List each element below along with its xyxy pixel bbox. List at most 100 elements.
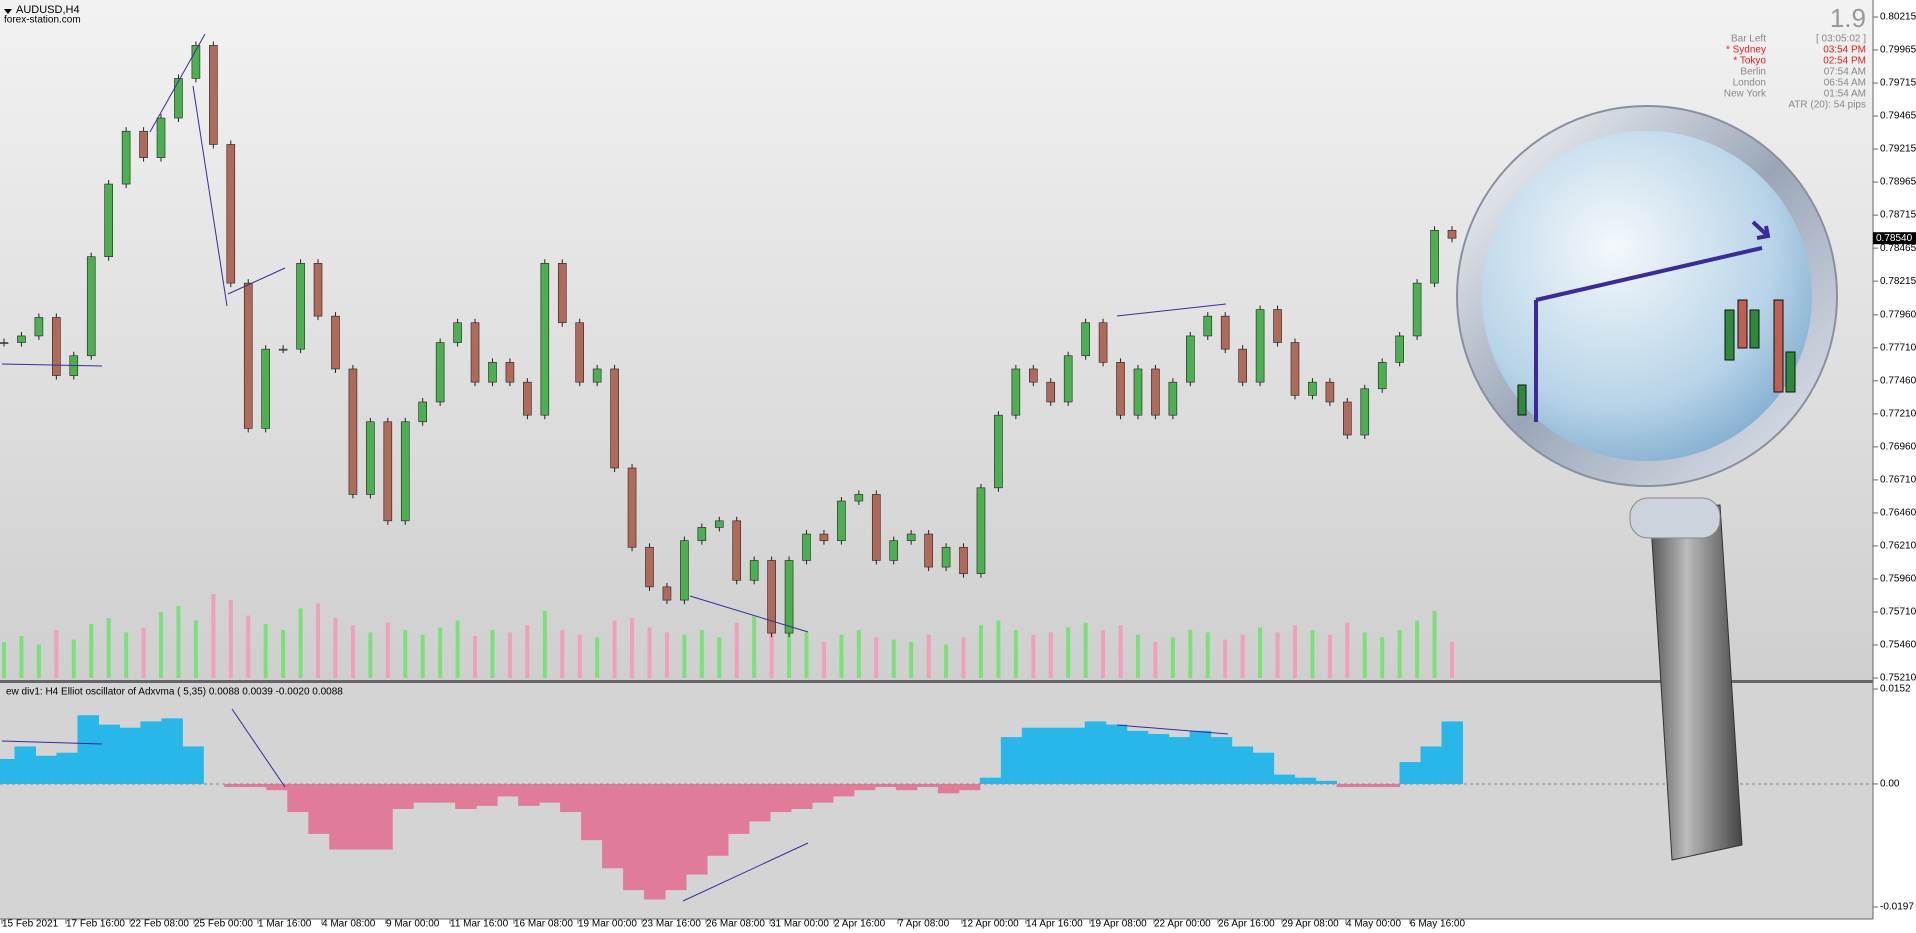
oscillator-bar: [497, 783, 519, 797]
zoomed-candle: [1724, 309, 1735, 361]
candle: [1395, 335, 1404, 363]
y-tick-label: 0.75460: [1880, 640, 1916, 651]
y-tick-label: 0.78715: [1880, 210, 1916, 221]
oscillator-bar: [853, 783, 876, 791]
volume-bar: [787, 625, 792, 678]
oscillator-bar: [623, 783, 645, 891]
candle: [331, 315, 340, 370]
magnifier-lens: [1482, 131, 1812, 461]
zoomed-candle: [1749, 309, 1760, 349]
volume-bar: [1170, 637, 1175, 678]
oscillator-bar: [1063, 727, 1086, 784]
x-tick-label: 29 Apr 08:00: [1282, 919, 1339, 930]
candle: [418, 401, 427, 423]
oscillator-bar: [413, 783, 435, 803]
marks: 0.80215 0.79965 0.79715 0.79465 0.79215 0.789…: [0, 12, 1916, 930]
zoomed-candles: [1517, 299, 1796, 416]
candle: [261, 348, 270, 429]
volume-bar: [1048, 632, 1053, 678]
candle: [1377, 362, 1387, 390]
candle: [156, 117, 166, 158]
y-tick-label: 0.78965: [1880, 177, 1916, 188]
oscillator-bar: [119, 727, 141, 784]
candle: [34, 317, 44, 337]
oscillator-bar: [1084, 721, 1107, 784]
volume-bar: [1031, 634, 1036, 678]
volume-bar: [1292, 625, 1297, 678]
oscillator-bar: [1210, 737, 1233, 784]
oscillator-bar: [1441, 721, 1463, 784]
volume-bar: [193, 620, 198, 678]
oscillator-bar: [1105, 724, 1128, 784]
y-tick-label: 0.0152: [1880, 684, 1911, 695]
y-tick-label: 0.76460: [1880, 508, 1916, 519]
y-tick-label: 0.79965: [1880, 45, 1916, 56]
candle: [1011, 368, 1021, 416]
candle: [243, 282, 253, 429]
x-tick-label: 26 Apr 16:00: [1218, 919, 1275, 930]
volume-bar: [124, 632, 129, 678]
candle: [802, 533, 811, 561]
candle: [854, 494, 864, 502]
oscillator-bar: [1189, 730, 1212, 784]
divergence: [227, 267, 286, 295]
info-label: London: [1733, 78, 1766, 89]
volume-bar: [2, 642, 6, 678]
candle: [1447, 229, 1457, 239]
volume-bar: [612, 620, 617, 678]
x-tick-label: 4 Mar 08:00: [322, 919, 376, 930]
oscillator-bar: [1042, 727, 1065, 784]
zoomed-line: [1534, 246, 1763, 422]
volume-bar: [1450, 642, 1454, 678]
candle: [697, 527, 707, 541]
x-tick-label: 15 Feb 2021: [2, 919, 59, 930]
candle: [1098, 322, 1108, 363]
menu-arrow[interactable]: [4, 9, 12, 14]
info-value: 07:54 AM: [1824, 67, 1866, 78]
spread: 1.9: [1830, 3, 1866, 33]
candle: [959, 546, 968, 574]
candle: [1133, 368, 1143, 416]
oscillator-bar: [350, 783, 372, 850]
candle: [906, 533, 916, 541]
candle: [662, 586, 672, 601]
volume-bar: [1258, 627, 1263, 678]
candle: [1325, 381, 1335, 403]
oscillator-bar: [895, 783, 918, 791]
volume-bar: [1397, 630, 1402, 678]
volume-bar: [577, 634, 582, 678]
candle: [540, 263, 550, 416]
oscillator-bar: [140, 721, 162, 784]
price-axis: [1873, 0, 1916, 933]
candle: [470, 322, 480, 383]
volume-bar: [1188, 630, 1193, 678]
volume-bar: [1345, 622, 1350, 678]
x-tick-label: 25 Feb 00:00: [194, 919, 253, 930]
oscillator-bar: [0, 758, 15, 784]
oscillator-bar: [1231, 746, 1254, 784]
volume-bar: [682, 634, 687, 678]
y-tick-label: 0.77460: [1880, 375, 1916, 386]
x-tick-label: 12 Apr 00:00: [962, 919, 1019, 930]
oscillator-bar: [748, 783, 771, 822]
volume-bar: [455, 620, 460, 678]
volume-bar: [263, 624, 268, 678]
volume-bar: [1066, 627, 1071, 678]
volume-bar: [1135, 634, 1140, 678]
candle: [366, 421, 375, 495]
volume-bar: [856, 630, 861, 678]
x-tick-label: 4 May 00:00: [1346, 919, 1401, 930]
candle: [889, 540, 899, 561]
y-tick-label: 0.80215: [1880, 12, 1916, 23]
info-value: 01:54 AM: [1824, 89, 1866, 100]
candle: [174, 78, 183, 119]
oscillator-bar: [329, 783, 351, 850]
y-tick-label: 0.00: [1880, 779, 1900, 790]
x-tick-label: 19 Mar 00:00: [578, 919, 637, 930]
candle: [0, 342, 9, 344]
candle: [976, 487, 986, 574]
zoomed-candle: [1737, 299, 1748, 349]
volume-bar: [630, 618, 635, 678]
info-value: 02:54 PM: [1823, 56, 1866, 67]
volume-bar: [769, 606, 774, 678]
